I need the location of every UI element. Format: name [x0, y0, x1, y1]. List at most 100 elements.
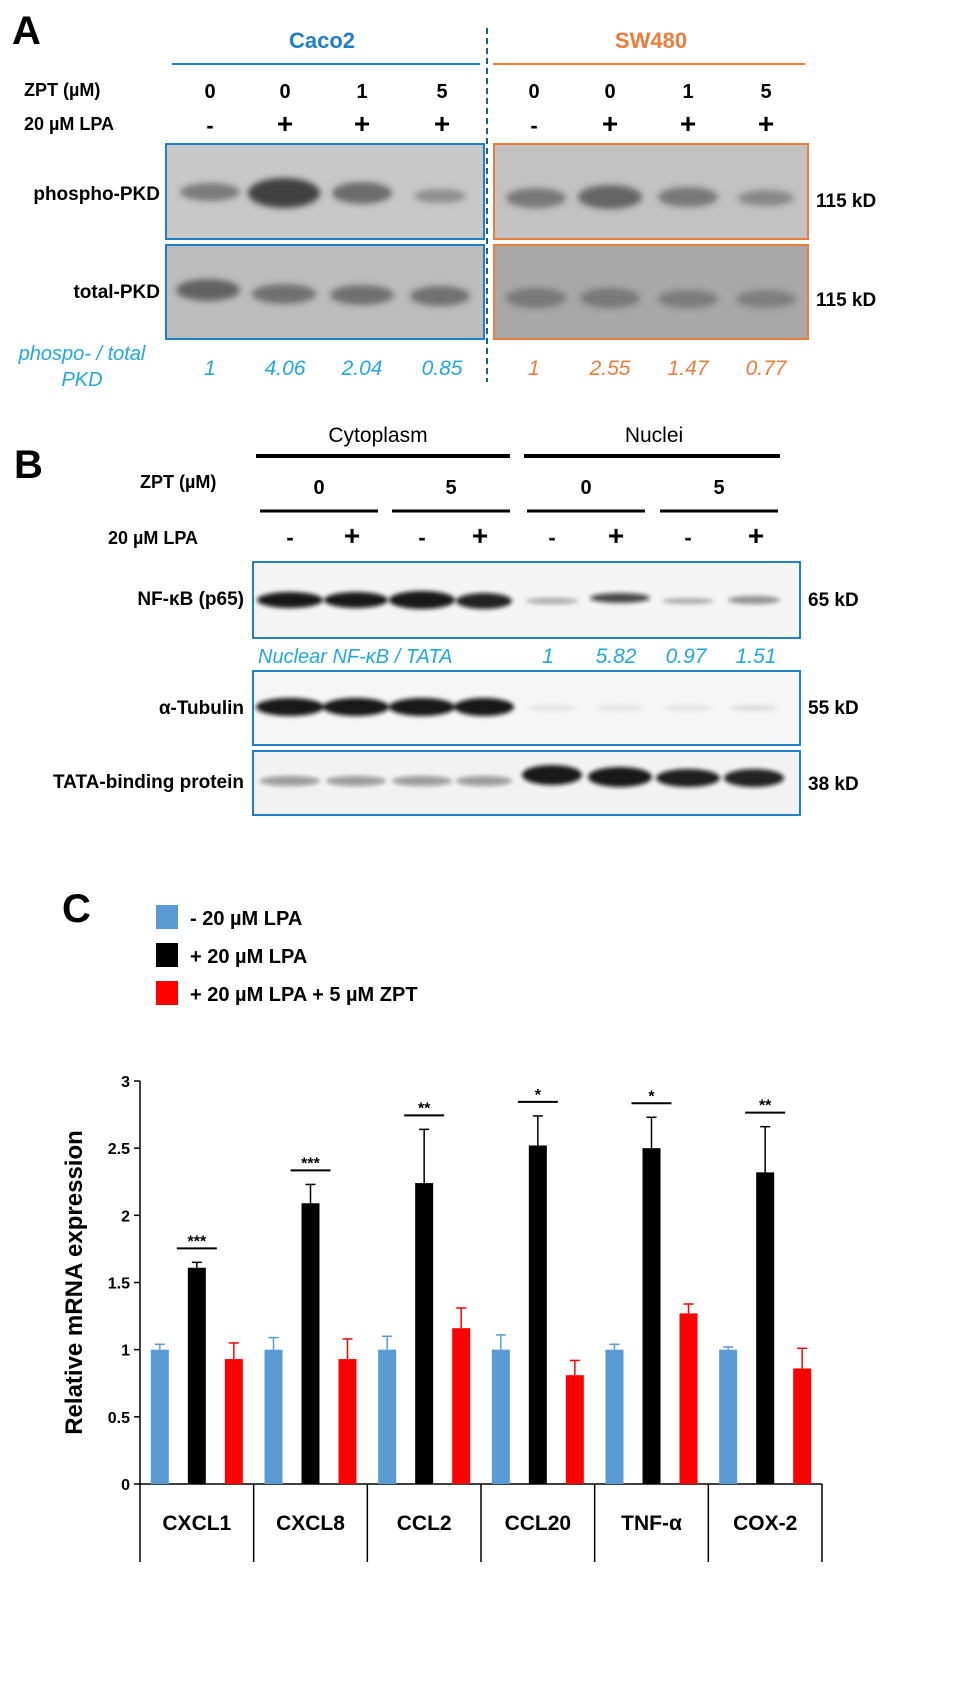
- bar: [605, 1349, 624, 1484]
- legend-swatch: [156, 981, 178, 1005]
- nuclear-ratio-values-row: 1 5.82 0.97 1.51: [542, 645, 776, 668]
- group-label-caco2: Caco2: [289, 28, 355, 53]
- lpa-label: 20 µM LPA: [24, 114, 114, 134]
- bar-chart: 0 0.5 1 1.5 2 2.5 3 Relative mRNA expression CXC…: [61, 1074, 823, 1562]
- y-tick-label: 0: [121, 1477, 130, 1494]
- ratio-value: 1: [528, 357, 540, 380]
- zpt-value: 0: [313, 477, 324, 499]
- zpt-value: 0: [279, 81, 290, 103]
- legend-label: + 20 µM LPA + 5 µM ZPT: [190, 984, 418, 1006]
- y-tick-label: 3: [121, 1074, 130, 1091]
- lpa-label-b: 20 µM LPA: [108, 528, 198, 548]
- group-label-sw480: SW480: [615, 28, 687, 53]
- category-label: CCL2: [397, 1512, 452, 1535]
- size-label-tubulin: 55 kD: [808, 698, 859, 719]
- chart-legend: - 20 µM LPA + 20 µM LPA + 20 µM LPA + 5 µM…: [156, 905, 418, 1006]
- bar: [301, 1203, 320, 1484]
- size-label-tata: 38 kD: [808, 774, 859, 795]
- bar: [793, 1368, 812, 1484]
- lpa-value: +: [758, 108, 774, 139]
- bar: [338, 1359, 357, 1484]
- ratio-values-row: 1 4.06 2.04 0.85 1 2.55 1.47 0.77: [204, 357, 788, 380]
- ratio-label-line-2: PKD: [61, 369, 102, 391]
- panel-c: C - 20 µM LPA + 20 µM LPA + 20 µM LPA + 5 …: [61, 887, 823, 1562]
- panel-a: A Caco2 SW480 ZPT (µM) 20 µM LPA 0 0 1 5 0 0 1…: [12, 9, 876, 391]
- zpt-label: ZPT (µM): [24, 80, 100, 100]
- lpa-value: +: [472, 520, 488, 551]
- fraction-label-nuclei: Nuclei: [625, 424, 683, 447]
- bar: [528, 1145, 547, 1484]
- lpa-value: -: [684, 525, 691, 550]
- bar: [264, 1349, 283, 1484]
- y-tick-label: 2: [121, 1208, 130, 1225]
- bar: [719, 1349, 738, 1484]
- y-axis-label: Relative mRNA expression: [61, 1130, 88, 1435]
- legend-label: + 20 µM LPA: [190, 946, 307, 968]
- lpa-values-row: - + + + - + + +: [206, 108, 774, 139]
- nuclear-ratio-value: 1.51: [736, 645, 777, 668]
- ratio-value: 1.47: [668, 357, 710, 380]
- legend-swatch: [156, 905, 178, 929]
- category-label: COX-2: [733, 1512, 797, 1535]
- size-label-total-pkd: 115 kD: [816, 290, 876, 311]
- bar: [415, 1183, 434, 1484]
- category-label: CXCL1: [162, 1512, 231, 1535]
- zpt-value: 0: [604, 81, 615, 103]
- lpa-value: +: [277, 108, 293, 139]
- bands-total-pkd: [176, 279, 796, 308]
- panel-a-letter: A: [12, 9, 41, 53]
- blot-label-phospho-pkd: phospho-PKD: [33, 184, 160, 205]
- significance-label: *: [648, 1088, 655, 1105]
- ratio-value: 1: [204, 357, 216, 380]
- zpt-value: 0: [204, 81, 215, 103]
- lpa-value: -: [206, 113, 213, 138]
- bar: [756, 1172, 775, 1484]
- ratio-value: 0.85: [422, 357, 463, 380]
- bar: [452, 1328, 471, 1484]
- zpt-values-row-b: 0 5 0 5: [313, 477, 724, 499]
- zpt-value: 5: [713, 477, 724, 499]
- y-tick-label: 2.5: [108, 1141, 130, 1158]
- zpt-value: 0: [528, 81, 539, 103]
- lpa-value: +: [354, 108, 370, 139]
- lpa-value: -: [530, 113, 537, 138]
- bar: [224, 1359, 243, 1484]
- zpt-value: 1: [356, 81, 367, 103]
- bar: [378, 1349, 397, 1484]
- bar: [150, 1349, 169, 1484]
- zpt-values-row: 0 0 1 5 0 0 1 5: [204, 81, 771, 103]
- lpa-values-row-b: - + - + - + - +: [286, 520, 764, 551]
- panel-b-letter: B: [14, 443, 43, 487]
- bar: [187, 1267, 206, 1484]
- legend-label: - 20 µM LPA: [190, 908, 302, 930]
- bar: [679, 1313, 698, 1484]
- bar: [565, 1375, 584, 1484]
- panel-c-letter: C: [62, 887, 91, 931]
- lpa-value: -: [286, 525, 293, 550]
- nuclear-ratio-value: 5.82: [596, 645, 637, 668]
- bands-nfkb: [257, 591, 780, 609]
- lpa-value: +: [602, 108, 618, 139]
- y-tick-label: 1.5: [108, 1276, 130, 1293]
- nuclear-ratio-label: Nuclear NF-κB / TATA: [258, 646, 452, 668]
- category-label: CCL20: [505, 1512, 572, 1535]
- zpt-value: 5: [760, 81, 771, 103]
- size-label-phospho-pkd: 115 kD: [816, 191, 876, 212]
- nuclear-ratio-value: 0.97: [666, 645, 708, 668]
- zpt-value: 5: [445, 477, 456, 499]
- significance-label: ***: [187, 1233, 206, 1250]
- zpt-value: 5: [436, 81, 447, 103]
- category-label: TNF-α: [621, 1512, 682, 1535]
- bar: [642, 1148, 661, 1484]
- category-label: CXCL8: [276, 1512, 345, 1535]
- bar: [491, 1349, 510, 1484]
- legend-swatch: [156, 943, 178, 967]
- significance-label: **: [418, 1100, 431, 1117]
- bands-tata: [260, 765, 784, 787]
- lpa-value: +: [748, 520, 764, 551]
- lpa-value: +: [680, 108, 696, 139]
- blot-label-tata: TATA-binding protein: [53, 772, 244, 793]
- lpa-value: +: [344, 520, 360, 551]
- blot-label-total-pkd: total-PKD: [73, 282, 160, 303]
